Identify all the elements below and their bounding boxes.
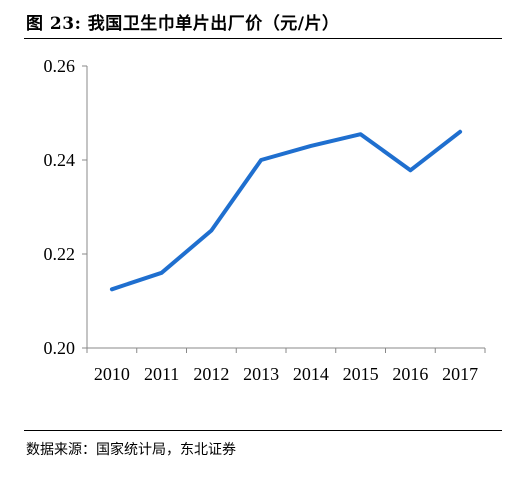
x-tick-label: 2014 bbox=[293, 364, 329, 384]
x-tick-label: 2010 bbox=[94, 364, 130, 384]
figure-title: 图 23: 我国卫生巾单片出厂价（元/片） bbox=[26, 14, 340, 34]
x-tick-label: 2016 bbox=[392, 364, 428, 384]
y-axis-ticks: 0.20 0.22 0.24 0.26 bbox=[44, 56, 87, 358]
title-divider bbox=[24, 38, 502, 39]
line-chart: 0.200.220.240.26 2010 2011 2012 2013 2014 201… bbox=[44, 56, 486, 384]
x-tick-label: 2015 bbox=[343, 364, 379, 384]
x-tick-label: 2011 bbox=[144, 364, 179, 384]
y-tick-label: 0.22 bbox=[44, 244, 76, 264]
series-group bbox=[109, 129, 463, 292]
y-tick-label: 0.20 bbox=[44, 338, 76, 358]
series-line bbox=[109, 129, 463, 292]
x-axis-ticks: 2010 2011 2012 2013 2014 2015 2016 2017 bbox=[86, 348, 486, 384]
x-tick-label: 2013 bbox=[243, 364, 279, 384]
source-note: 数据来源：国家统计局，东北证券 bbox=[26, 442, 236, 458]
chart-axes bbox=[86, 66, 485, 349]
source-divider bbox=[24, 430, 502, 431]
x-tick-label: 2017 bbox=[442, 364, 478, 384]
x-tick-label: 2012 bbox=[193, 364, 229, 384]
y-tick-label: 0.26 bbox=[44, 56, 76, 76]
y-tick-label: 0.24 bbox=[44, 150, 76, 170]
